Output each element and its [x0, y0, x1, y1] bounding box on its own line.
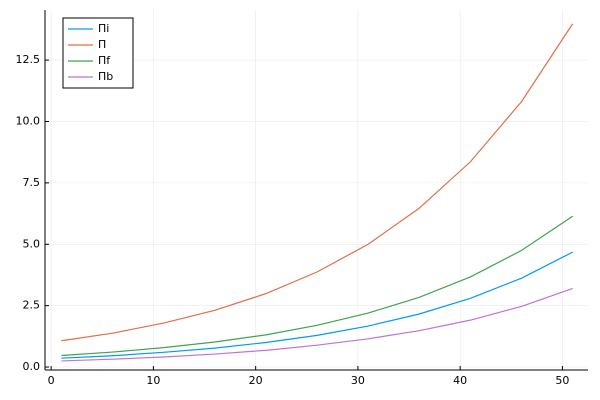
x-tick-label: 40: [453, 374, 467, 387]
series-line: [61, 287, 573, 362]
x-tick-label: 20: [249, 374, 263, 387]
y-tick-label: 5.0: [23, 237, 41, 250]
legend-label: Πi: [98, 22, 109, 35]
x-tick-label: 0: [48, 374, 55, 387]
y-tick-label: 12.5: [16, 53, 41, 66]
x-tick-label: 10: [146, 374, 160, 387]
legend-label: Π: [98, 38, 106, 51]
series-line: [61, 23, 574, 342]
y-tick-label: 2.5: [23, 299, 41, 312]
legend-box: [62, 17, 134, 89]
y-tick-label: 0.0: [23, 360, 41, 373]
y-tick-label: 10.0: [16, 114, 41, 127]
y-tick-label: 7.5: [23, 176, 41, 189]
x-tick-label: 30: [351, 374, 365, 387]
legend-label: Πb: [98, 70, 113, 83]
series-line: [61, 215, 573, 357]
x-tick-label: 50: [555, 374, 569, 387]
legend-label: Πf: [98, 54, 111, 67]
series-line: [61, 251, 573, 359]
